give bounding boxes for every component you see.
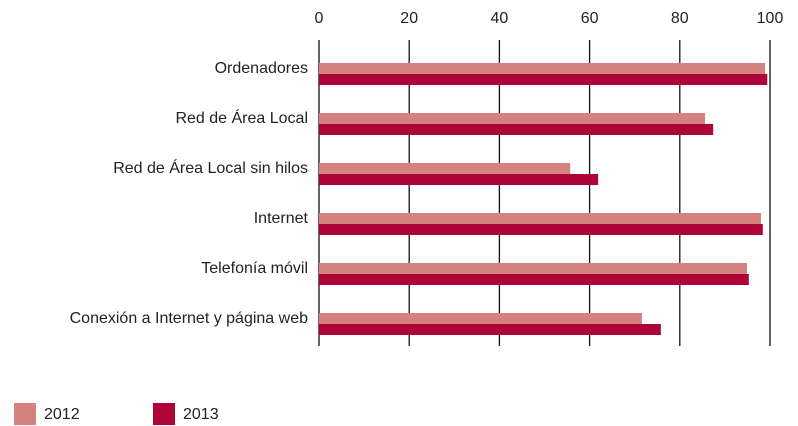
legend-swatch [153, 403, 175, 425]
y-tick-label: Red de Área Local [175, 108, 308, 127]
bar [319, 263, 747, 274]
x-tick-label: 80 [671, 10, 689, 27]
bar [319, 163, 571, 174]
legend-label: 2013 [183, 406, 219, 423]
y-tick-label: Internet [254, 210, 309, 227]
x-tick-label: 100 [757, 10, 784, 27]
bar [319, 63, 766, 74]
bar [319, 74, 768, 85]
bar [319, 224, 763, 235]
bar [319, 313, 642, 324]
bar [319, 174, 599, 185]
y-tick-label: Red de Área Local sin hilos [113, 158, 308, 177]
bar [319, 124, 714, 135]
x-tick-label: 0 [315, 10, 324, 27]
bar [319, 324, 661, 335]
bar [319, 113, 706, 124]
y-tick-label: Conexión a Internet y página web [70, 310, 308, 327]
bar [319, 213, 761, 224]
x-tick-label: 60 [581, 10, 599, 27]
bar [319, 274, 749, 285]
y-tick-label: Telefonía móvil [201, 260, 308, 277]
x-tick-label: 20 [400, 10, 418, 27]
legend-swatch [14, 403, 36, 425]
y-tick-label: Ordenadores [215, 60, 308, 77]
legend-label: 2012 [44, 406, 80, 423]
x-tick-label: 40 [491, 10, 509, 27]
